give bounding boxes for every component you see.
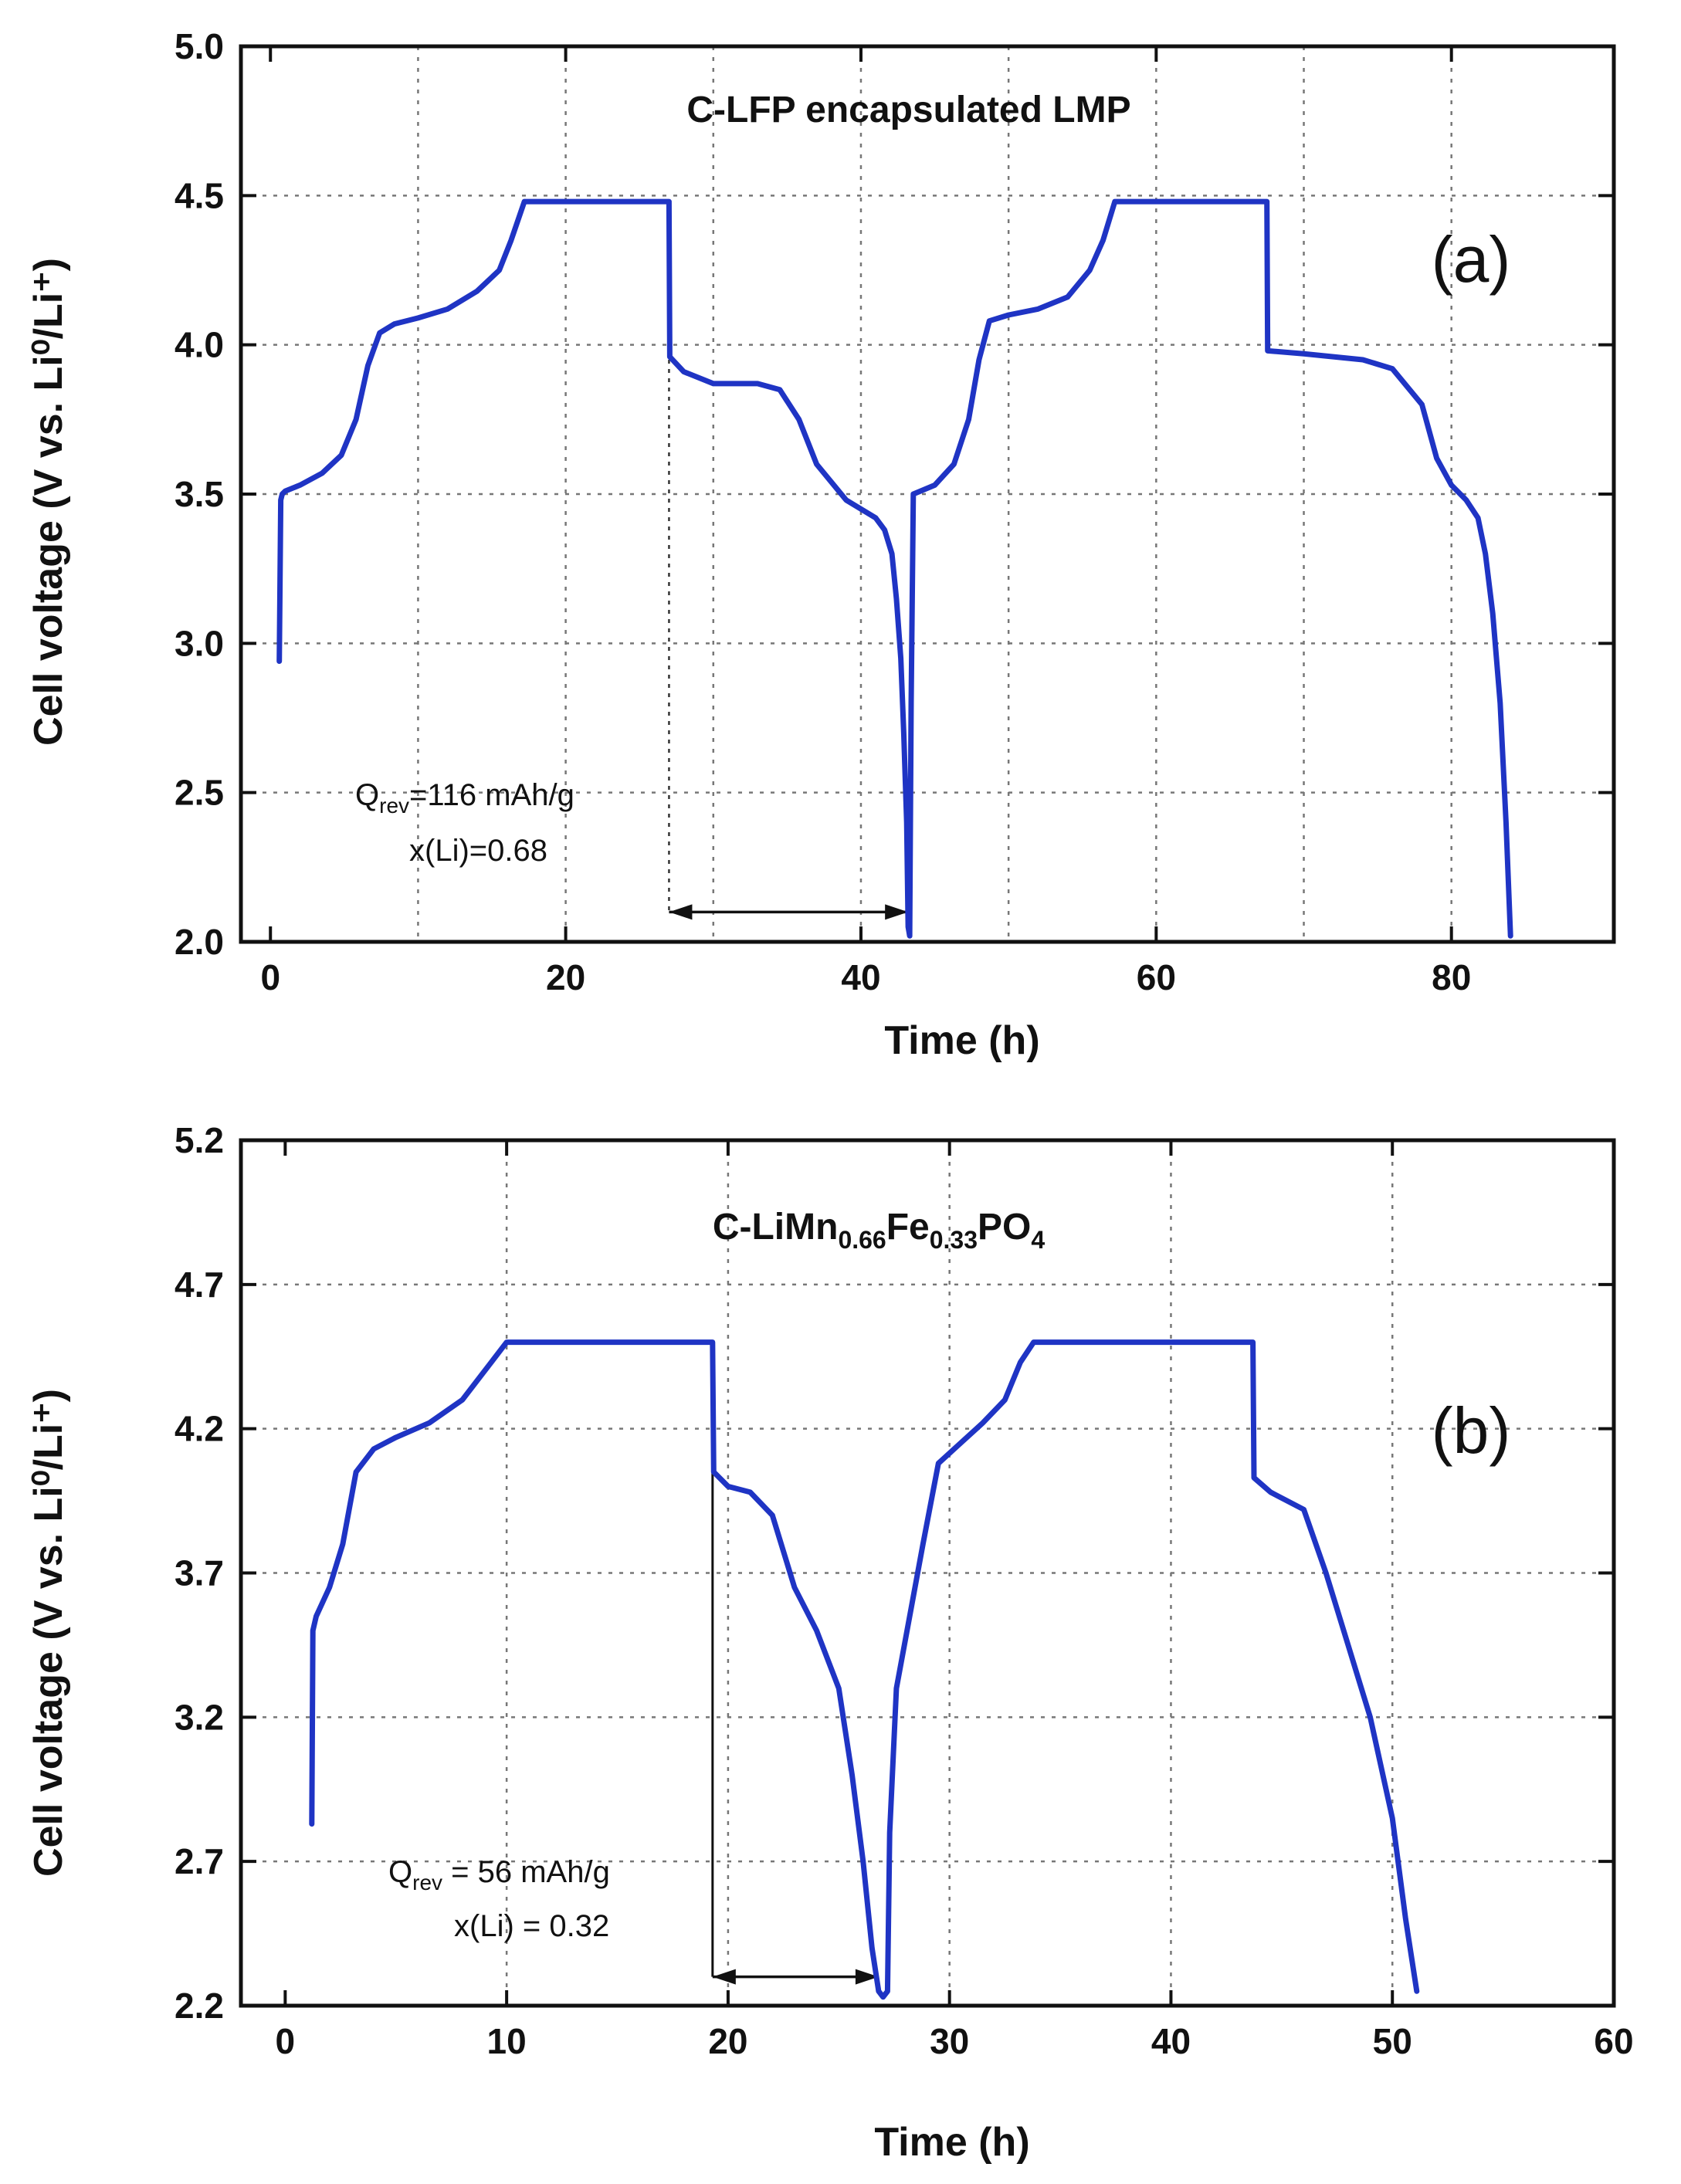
panel-a-y-tick-label-2.5: 2.5	[175, 773, 224, 813]
panel-a-y-tick-label-3.0: 3.0	[175, 623, 224, 663]
panel-a-x-tick-label-20: 20	[546, 957, 585, 997]
panel-b-y-tick-label-3.7: 3.7	[175, 1553, 224, 1593]
panel-a-series-line	[276, 198, 1513, 939]
panel-a: 0 20 40 60 80 2.0 2.5 3.0 3.5 4.0 4.5 5.0 C-LFP en…	[26, 26, 1616, 1063]
panel-a-y-axis-title: Cell voltage (V vs. Li⁰/Li⁺)	[26, 258, 71, 746]
panel-b-title: C-LiMn0.66Fe0.33PO4	[713, 1207, 1046, 1254]
panel-b-x-tick-label-50: 50	[1373, 2021, 1412, 2061]
panel-a-y-tick-label-4.0: 4.0	[175, 325, 224, 365]
panel-a-x-tick-labels: 0 20 40 60 80	[260, 957, 1471, 997]
panel-b-y-tick-label-3.2: 3.2	[175, 1697, 224, 1737]
panel-b-x-tick-labels: 0 10 20 30 40 50 60	[276, 2021, 1634, 2061]
panel-a-y-tick-label-5.0: 5.0	[175, 26, 224, 66]
panel-a-title: C-LFP encapsulated LMP	[686, 90, 1130, 130]
panel-a-y-tick-labels: 2.0 2.5 3.0 3.5 4.0 4.5 5.0	[175, 26, 224, 962]
panel-b-x-tick-label-20: 20	[708, 2021, 747, 2061]
panel-b-y-tick-label-2.7: 2.7	[175, 1841, 224, 1881]
panel-a-label: (a)	[1432, 223, 1511, 296]
panel-b-guides	[711, 1471, 879, 1985]
panel-a-x-tick-label-80: 80	[1432, 957, 1471, 997]
panel-b-ticks	[241, 1139, 1615, 2007]
panel-b-annotation-arrowhead-right	[855, 1969, 879, 1985]
panel-b-y-tick-label-5.2: 5.2	[175, 1120, 224, 1160]
panel-b-x-tick-label-30: 30	[930, 2021, 969, 2061]
panel-b: 0 10 20 30 40 50 60 2.2 2.7 3.2 3.7 4.2 4.7 5.2 C-Li…	[26, 1120, 1634, 2165]
panel-a-guides	[668, 360, 909, 920]
panel-b-y-axis-title: Cell voltage (V vs. Li⁰/Li⁺)	[26, 1389, 71, 1877]
panel-b-x-axis-title: Time (h)	[874, 2120, 1029, 2165]
panel-b-y-tick-labels: 2.2 2.7 3.2 3.7 4.2 4.7 5.2	[175, 1120, 224, 2026]
panel-b-annotation-q: Qrev = 56 mAh/g	[388, 1855, 610, 1894]
panel-a-y-tick-label-4.5: 4.5	[175, 175, 224, 215]
panel-a-y-tick-label-3.5: 3.5	[175, 474, 224, 514]
panel-a-ticks	[241, 45, 1614, 943]
panel-b-y-tick-label-4.2: 4.2	[175, 1409, 224, 1449]
panel-a-x-tick-label-60: 60	[1137, 957, 1176, 997]
panel-b-annotation-xli: x(Li) = 0.32	[454, 1909, 609, 1943]
panel-a-x-tick-label-40: 40	[841, 957, 880, 997]
panel-a-annotation-arrowhead-left	[669, 904, 693, 920]
panel-b-grid	[241, 1140, 1614, 2006]
panel-b-x-tick-label-0: 0	[276, 2021, 296, 2061]
panel-b-y-tick-label-4.7: 4.7	[175, 1265, 224, 1305]
panel-b-series-line	[309, 1339, 1420, 2000]
panel-a-x-tick-label-0: 0	[260, 957, 280, 997]
panel-a-y-tick-label-2.0: 2.0	[175, 922, 224, 962]
panel-b-y-tick-label-2.2: 2.2	[175, 1986, 224, 2026]
panel-a-annotation-arrowhead-right	[885, 904, 909, 920]
panel-b-x-tick-label-40: 40	[1151, 2021, 1191, 2061]
panel-a-grid	[241, 46, 1614, 942]
panel-b-x-tick-label-60: 60	[1594, 2021, 1633, 2061]
panel-b-x-tick-label-10: 10	[487, 2021, 527, 2061]
panel-b-label: (b)	[1432, 1394, 1511, 1467]
panel-b-annotation-arrowhead-left	[712, 1969, 736, 1985]
panel-a-annotation-q: Qrev=116 mAh/g	[355, 778, 574, 818]
panel-a-x-axis-title: Time (h)	[884, 1018, 1039, 1063]
panel-a-annotation-xli: x(Li)=0.68	[409, 834, 547, 868]
